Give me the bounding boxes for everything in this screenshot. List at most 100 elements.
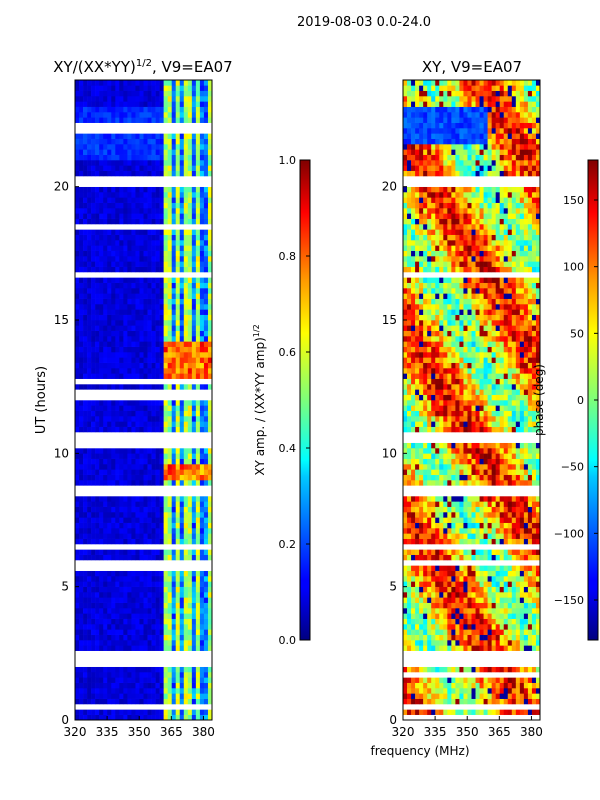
heatmap-cell <box>535 480 541 486</box>
heatmap-cell <box>155 357 160 363</box>
heatmap-cell <box>187 170 193 177</box>
heatmap-cell <box>519 602 525 609</box>
heatmap-cell <box>191 330 197 337</box>
heatmap-cell <box>91 149 96 155</box>
heatmap-cell <box>483 629 488 635</box>
heatmap-cell <box>187 512 193 518</box>
heatmap-cell <box>183 714 189 721</box>
heatmap-cell <box>447 410 452 417</box>
heatmap-cell <box>475 538 480 545</box>
amp-heatmap[interactable] <box>75 80 213 721</box>
heatmap-cell <box>479 682 484 689</box>
heatmap-cell <box>491 533 496 539</box>
heatmap-cell <box>419 640 424 646</box>
heatmap-cell <box>103 410 108 417</box>
heatmap-cell <box>199 469 205 475</box>
heatmap-cell <box>171 400 177 406</box>
heatmap-cell <box>479 693 484 699</box>
phase-heatmap[interactable] <box>403 80 541 721</box>
heatmap-cell <box>187 570 193 577</box>
heatmap-cell <box>155 362 160 369</box>
heatmap-cell <box>127 608 132 614</box>
heatmap-cell <box>131 234 136 241</box>
heatmap-cell <box>423 592 428 598</box>
heatmap-cell <box>511 469 517 475</box>
heatmap-cell <box>143 453 148 459</box>
heatmap-cell <box>159 282 164 289</box>
heatmap-cell <box>167 474 173 481</box>
heatmap-cell <box>131 469 136 475</box>
heatmap-cell <box>187 464 193 470</box>
heatmap-cell <box>535 469 541 475</box>
heatmap-cell <box>171 106 177 113</box>
heatmap-cell <box>83 96 88 102</box>
heatmap-cell <box>199 293 205 299</box>
heatmap-cell <box>203 101 209 107</box>
heatmap-cell <box>159 570 164 577</box>
heatmap-cell <box>431 528 436 534</box>
heatmap-cell <box>519 416 525 422</box>
heatmap-cell <box>423 645 428 651</box>
heatmap-cell <box>75 213 80 219</box>
heatmap-cell <box>103 629 108 635</box>
heatmap-cell <box>127 373 132 379</box>
heatmap-cell <box>511 640 517 646</box>
heatmap-cell <box>127 474 132 481</box>
heatmap-cell <box>151 624 156 630</box>
heatmap-cell <box>87 506 92 513</box>
heatmap-cell <box>455 693 460 699</box>
heatmap-cell <box>163 293 168 299</box>
heatmap-cell <box>195 416 201 422</box>
heatmap-cell <box>175 629 181 635</box>
heatmap-cell <box>451 448 456 454</box>
heatmap-cell <box>443 533 448 539</box>
heatmap-cell <box>151 352 156 358</box>
heatmap-cell <box>459 576 464 582</box>
heatmap-cell <box>83 149 88 155</box>
heatmap-cell <box>95 666 100 673</box>
heatmap-cell <box>435 597 440 603</box>
heatmap-cell <box>171 293 177 299</box>
heatmap-cell <box>87 304 92 310</box>
heatmap-cell <box>99 330 104 337</box>
heatmap-cell <box>471 517 476 523</box>
heatmap-cell <box>195 512 201 518</box>
heatmap-cell <box>107 197 112 203</box>
heatmap-cell <box>427 517 432 523</box>
heatmap-cell <box>115 245 120 251</box>
heatmap-cell <box>471 506 476 513</box>
heatmap-cell <box>519 688 525 694</box>
heatmap-cell <box>471 474 476 481</box>
heatmap-cell <box>75 277 80 283</box>
heatmap-cell <box>419 512 424 518</box>
heatmap-cell <box>183 688 189 694</box>
heatmap-cell <box>419 533 424 539</box>
heatmap-cell <box>79 528 84 534</box>
heatmap-cell <box>147 256 152 262</box>
heatmap-cell <box>75 666 80 673</box>
heatmap-cell <box>427 709 432 715</box>
heatmap-cell <box>187 448 193 454</box>
heatmap-cell <box>187 384 193 390</box>
heatmap-cell <box>99 197 104 203</box>
heatmap-cell <box>403 634 408 641</box>
heatmap-cell <box>415 522 420 529</box>
heatmap-cell <box>451 602 456 609</box>
heatmap-cell <box>147 362 152 369</box>
heatmap-cell <box>483 421 488 427</box>
heatmap-cell <box>499 682 505 689</box>
heatmap-cell <box>423 474 428 481</box>
heatmap-cell <box>143 250 148 257</box>
heatmap-cell <box>419 682 424 689</box>
heatmap-cell <box>187 458 193 465</box>
heatmap-cell <box>111 645 116 651</box>
heatmap-cell <box>127 197 132 203</box>
heatmap-cell <box>491 634 496 641</box>
heatmap-cell <box>455 421 460 427</box>
heatmap-cell <box>499 597 505 603</box>
heatmap-cell <box>531 517 537 523</box>
heatmap-cell <box>187 80 193 86</box>
heatmap-cell <box>511 448 517 454</box>
heatmap-cell <box>103 416 108 422</box>
heatmap-cell <box>167 256 173 262</box>
